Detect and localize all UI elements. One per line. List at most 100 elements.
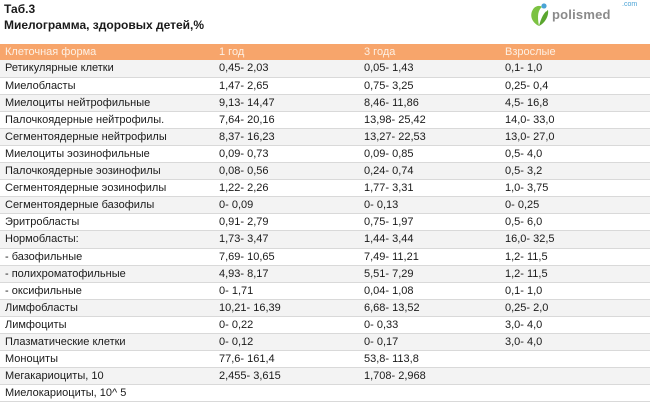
cell-value: 0- 1,71 bbox=[219, 284, 254, 297]
cell-value: 9,13- 14,47 bbox=[219, 96, 275, 109]
cell-form-name: Сегментоядерные эозинофилы bbox=[5, 182, 167, 195]
polismed-logo[interactable]: polismed .com bbox=[528, 0, 648, 30]
table-row: Сегментоядерные базофилы 0- 0,09 0- 0,13 0-… bbox=[0, 196, 650, 214]
cell-value: 16,0- 32,5 bbox=[505, 233, 555, 246]
cell-value: 0,25- 0,4 bbox=[505, 79, 549, 92]
cell-value: 0,45- 2,03 bbox=[219, 62, 269, 75]
cell-value: 0,91- 2,79 bbox=[219, 216, 269, 229]
table-row: Сегментоядерные нейтрофилы 8,37- 16,23 13,… bbox=[0, 128, 650, 146]
table-row: Плазматические клетки 0- 0,12 0- 0,17 3,0- … bbox=[0, 333, 650, 351]
table-row: Ретикулярные клетки 0,45- 2,03 0,05- 1,43 0… bbox=[0, 60, 650, 78]
table-row: Палочкоядерные эозинофилы 0,08- 0,56 0,24-… bbox=[0, 162, 650, 180]
logo-text: polismed bbox=[552, 7, 611, 22]
cell-value: 77,6- 161,4 bbox=[219, 353, 275, 366]
cell-form-name: Сегментоядерные базофилы bbox=[5, 199, 155, 212]
cell-value: 0,09- 0,85 bbox=[364, 148, 414, 161]
cell-value: 7,49- 11,21 bbox=[364, 250, 419, 263]
cell-form-name: Миелоциты эозинофильные bbox=[5, 148, 150, 161]
table-row: Лимфоциты 0- 0,22 0- 0,33 3,0- 4,0 bbox=[0, 316, 650, 334]
cell-form-name: Плазматические клетки bbox=[5, 336, 126, 349]
cell-value: 1,2- 11,5 bbox=[505, 250, 548, 263]
table-row: - базофильные 7,69- 10,65 7,49- 11,21 1,2- … bbox=[0, 248, 650, 266]
cell-form-name: Нормобласты: bbox=[5, 233, 79, 246]
cell-value: 7,64- 20,16 bbox=[219, 113, 275, 126]
cell-value: 8,37- 16,23 bbox=[219, 130, 275, 143]
cell-value: 7,69- 10,65 bbox=[219, 250, 275, 263]
cell-value: 53,8- 113,8 bbox=[364, 353, 419, 366]
page-title: Миелограмма, здоровых детей,% bbox=[4, 18, 205, 32]
cell-form-name: Миелоциты нейтрофильные bbox=[5, 96, 151, 109]
cell-value: 1,708- 2,968 bbox=[364, 370, 426, 383]
cell-value bbox=[360, 385, 501, 402]
table-row: Миелобласты 1,47- 2,65 0,75- 3,25 0,25- 0,4 bbox=[0, 77, 650, 95]
table-row: Миелокариоциты, 10^ 5 bbox=[0, 384, 650, 402]
column-header-3-years: 3 года bbox=[364, 46, 396, 58]
table-header-row: Клеточная форма 1 год 3 года Взрослые bbox=[0, 44, 650, 60]
cell-value: 0,09- 0,73 bbox=[219, 148, 269, 161]
cell-value: 3,0- 4,0 bbox=[505, 318, 543, 331]
cell-form-name: Ретикулярные клетки bbox=[5, 62, 114, 75]
cell-form-name: - оксифильные bbox=[5, 284, 82, 297]
table-row: Моноциты 77,6- 161,4 53,8- 113,8 bbox=[0, 350, 650, 368]
cell-value: 6,68- 13,52 bbox=[364, 301, 420, 314]
column-header-1-year: 1 год bbox=[219, 46, 245, 58]
column-header-cell-form: Клеточная форма bbox=[5, 46, 97, 58]
cell-value: 4,5- 16,8 bbox=[505, 96, 549, 109]
cell-value: 10,21- 16,39 bbox=[219, 301, 281, 314]
cell-value: 4,93- 8,17 bbox=[219, 267, 269, 280]
cell-form-name: Миелокариоциты, 10^ 5 bbox=[5, 387, 127, 400]
cell-value: 0,1- 1,0 bbox=[505, 62, 543, 75]
table-row: - оксифильные 0- 1,71 0,04- 1,08 0,1- 1,0 bbox=[0, 282, 650, 300]
cell-value: 0,24- 0,74 bbox=[364, 165, 414, 178]
cell-form-name: Миелобласты bbox=[5, 79, 76, 92]
table-row: Эритробласты 0,91- 2,79 0,75- 1,97 0,5- 6,0 bbox=[0, 213, 650, 231]
cell-value: 0- 0,22 bbox=[219, 318, 254, 331]
table-row: - полихроматофильные 4,93- 8,17 5,51- 7,29… bbox=[0, 265, 650, 283]
cell-value: 5,51- 7,29 bbox=[364, 267, 414, 280]
cell-value: 0,1- 1,0 bbox=[505, 284, 543, 297]
cell-value bbox=[215, 385, 360, 402]
cell-value: 8,46- 11,86 bbox=[364, 96, 419, 109]
cell-value: 0,75- 3,25 bbox=[364, 79, 414, 92]
cell-value: 13,98- 25,42 bbox=[364, 113, 426, 126]
cell-form-name: Палочкоядерные эозинофилы bbox=[5, 165, 161, 178]
cell-value: 13,0- 27,0 bbox=[505, 130, 555, 143]
cell-value: 0- 0,25 bbox=[505, 199, 540, 212]
table-row: Нормобласты: 1,73- 3,47 1,44- 3,44 16,0- 32… bbox=[0, 230, 650, 249]
cell-value: 3,0- 4,0 bbox=[505, 336, 543, 349]
cell-value: 0,25- 2,0 bbox=[505, 301, 549, 314]
cell-form-name: Палочкоядерные нейтрофилы. bbox=[5, 113, 165, 126]
cell-value: 1,73- 3,47 bbox=[219, 233, 269, 246]
table-row: Палочкоядерные нейтрофилы. 7,64- 20,16 13,… bbox=[0, 111, 650, 129]
table-row: Миелоциты эозинофильные 0,09- 0,73 0,09- 0… bbox=[0, 145, 650, 163]
cell-form-name: - базофильные bbox=[5, 250, 83, 263]
table-row: Лимфобласты 10,21- 16,39 6,68- 13,52 0,25- … bbox=[0, 299, 650, 317]
cell-value: 0- 0,17 bbox=[364, 336, 399, 349]
cell-form-name: Лимфобласты bbox=[5, 301, 78, 314]
logo-suffix: .com bbox=[622, 1, 638, 8]
cell-value: 0,75- 1,97 bbox=[364, 216, 414, 229]
cell-value: 0- 0,13 bbox=[364, 199, 399, 212]
column-header-adults: Взрослые bbox=[505, 46, 556, 58]
cell-form-name: Эритробласты bbox=[5, 216, 80, 229]
cell-value: 14,0- 33,0 bbox=[505, 113, 555, 126]
cell-form-name: Сегментоядерные нейтрофилы bbox=[5, 130, 167, 143]
cell-value: 0,5- 4,0 bbox=[505, 148, 543, 161]
cell-value bbox=[501, 351, 650, 368]
cell-value: 1,77- 3,31 bbox=[364, 182, 414, 195]
cell-value: 0- 0,09 bbox=[219, 199, 254, 212]
cell-value: 1,22- 2,26 bbox=[219, 182, 269, 195]
cell-value: 1,2- 11,5 bbox=[505, 267, 548, 280]
cell-value: 1,0- 3,75 bbox=[505, 182, 549, 195]
cell-value: 0- 0,12 bbox=[219, 336, 254, 349]
cell-value: 0,08- 0,56 bbox=[219, 165, 269, 178]
cell-value bbox=[501, 368, 650, 385]
cell-value: 1,47- 2,65 bbox=[219, 79, 269, 92]
cell-value: 2,455- 3,615 bbox=[219, 370, 281, 383]
table-row: Мегакариоциты, 10 2,455- 3,615 1,708- 2,96… bbox=[0, 367, 650, 385]
cell-form-name: - полихроматофильные bbox=[5, 267, 126, 280]
cell-value: 0,04- 1,08 bbox=[364, 284, 414, 297]
cell-value: 0,5- 6,0 bbox=[505, 216, 543, 229]
myelogram-table: Клеточная форма 1 год 3 года Взрослые Ре… bbox=[0, 44, 650, 402]
cell-value: 1,44- 3,44 bbox=[364, 233, 414, 246]
